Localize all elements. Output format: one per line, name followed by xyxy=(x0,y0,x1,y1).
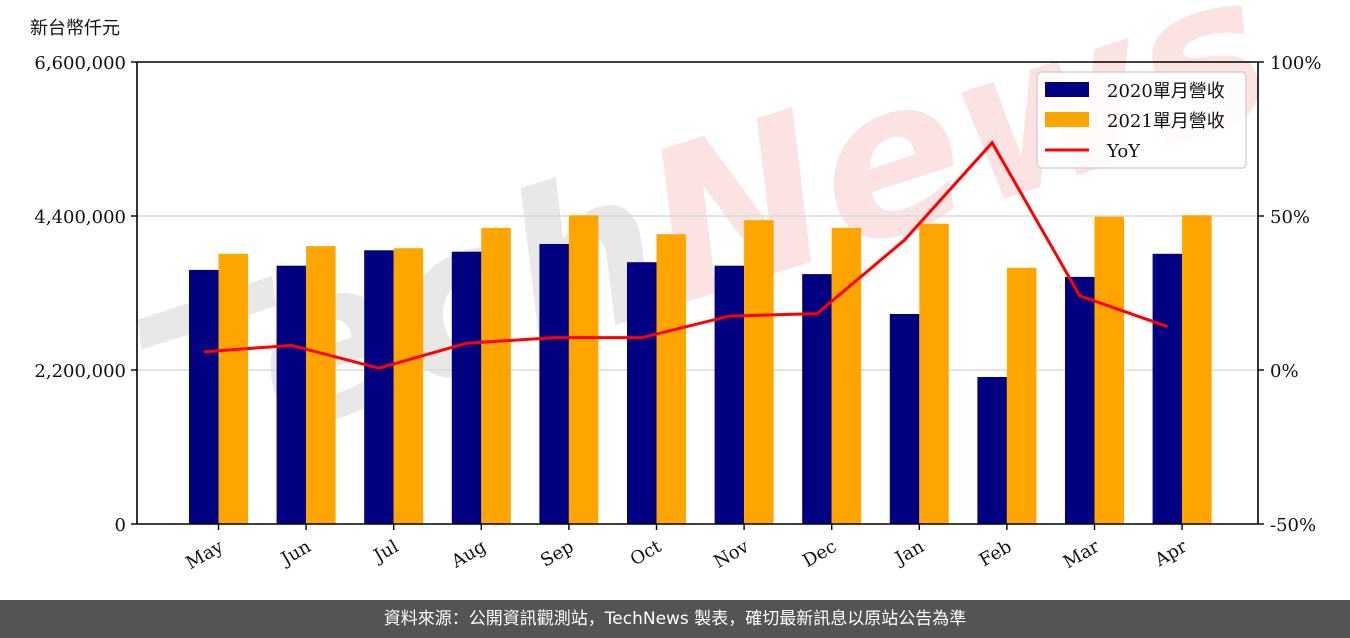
legend-label: YoY xyxy=(1106,141,1141,162)
bar-2020-jun xyxy=(276,265,307,524)
bar-2021-mar xyxy=(1094,216,1124,524)
y-axis-unit-label: 新台幣仟元 xyxy=(30,18,120,39)
x-axis-tick-label: Feb xyxy=(976,536,1016,571)
legend-swatch xyxy=(1045,112,1089,127)
bar-2020-jan xyxy=(889,314,920,524)
x-axis-tick-label: Jul xyxy=(369,536,403,568)
left-axis-tick-label: 2,200,000 xyxy=(34,361,126,382)
x-axis-tick-label: Nov xyxy=(710,536,753,573)
x-axis-tick-label: Dec xyxy=(799,536,840,572)
right-axis-tick-label: -50% xyxy=(1270,515,1316,536)
bar-2021-nov xyxy=(744,220,774,524)
bar-2021-jul xyxy=(393,248,424,524)
bar-2021-oct xyxy=(656,234,686,524)
bar-2021-sep xyxy=(568,215,599,525)
bar-2020-apr xyxy=(1152,253,1183,525)
left-axis-tick-label: 0 xyxy=(115,515,126,536)
right-axis-tick-label: 50% xyxy=(1270,207,1310,228)
bar-2020-nov xyxy=(714,265,745,524)
right-axis-tick-label: 100% xyxy=(1270,53,1321,74)
left-axis-tick-label: 6,600,000 xyxy=(34,53,126,74)
source-footer: 資料來源：公開資訊觀測站，TechNews 製表，確切最新訊息以原站公告為準 xyxy=(0,600,1350,638)
bar-2020-feb xyxy=(977,377,1007,524)
x-axis-tick-label: Jan xyxy=(890,536,928,570)
legend-swatch xyxy=(1045,82,1089,97)
x-axis-tick-label: Aug xyxy=(447,536,490,573)
legend-box xyxy=(1036,71,1247,169)
bar-2020-may xyxy=(189,269,219,524)
x-axis-tick-label: Mar xyxy=(1060,536,1104,573)
bar-2020-oct xyxy=(627,262,657,524)
right-axis-tick-label: 0% xyxy=(1270,361,1299,382)
x-axis-tick-label: Oct xyxy=(627,536,666,571)
left-axis-tick-label: 4,400,000 xyxy=(34,207,126,228)
x-axis-tick-label: May xyxy=(182,536,227,574)
bar-2021-feb xyxy=(1006,267,1037,524)
bar-2020-aug xyxy=(451,251,482,524)
revenue-chart: TechNews 02,200,0004,400,0006,600,000-50… xyxy=(34,0,1321,574)
legend-label: 2020單月營收 xyxy=(1107,81,1225,102)
legend: 2020單月營收 2021單月營收 YoY xyxy=(1036,71,1247,169)
bar-2020-jul xyxy=(364,250,394,525)
x-axis-tick-label: Apr xyxy=(1151,536,1191,571)
bar-series xyxy=(189,215,1212,525)
x-axis-tick-label: Jun xyxy=(276,536,315,571)
bar-2020-sep xyxy=(539,244,569,524)
legend-label: 2021單月營收 xyxy=(1107,111,1225,132)
bar-2021-apr xyxy=(1182,215,1212,525)
yoy-line xyxy=(203,140,1168,370)
bar-2021-jun xyxy=(306,246,336,524)
bar-2021-dec xyxy=(831,227,862,524)
bar-2021-aug xyxy=(481,227,511,524)
bar-2021-may xyxy=(218,253,248,525)
bar-2020-mar xyxy=(1065,276,1095,524)
yoy-polyline xyxy=(203,140,1168,370)
bar-2021-jan xyxy=(919,223,949,524)
x-axis-tick-label: Sep xyxy=(537,536,577,571)
bar-2020-dec xyxy=(802,274,832,524)
